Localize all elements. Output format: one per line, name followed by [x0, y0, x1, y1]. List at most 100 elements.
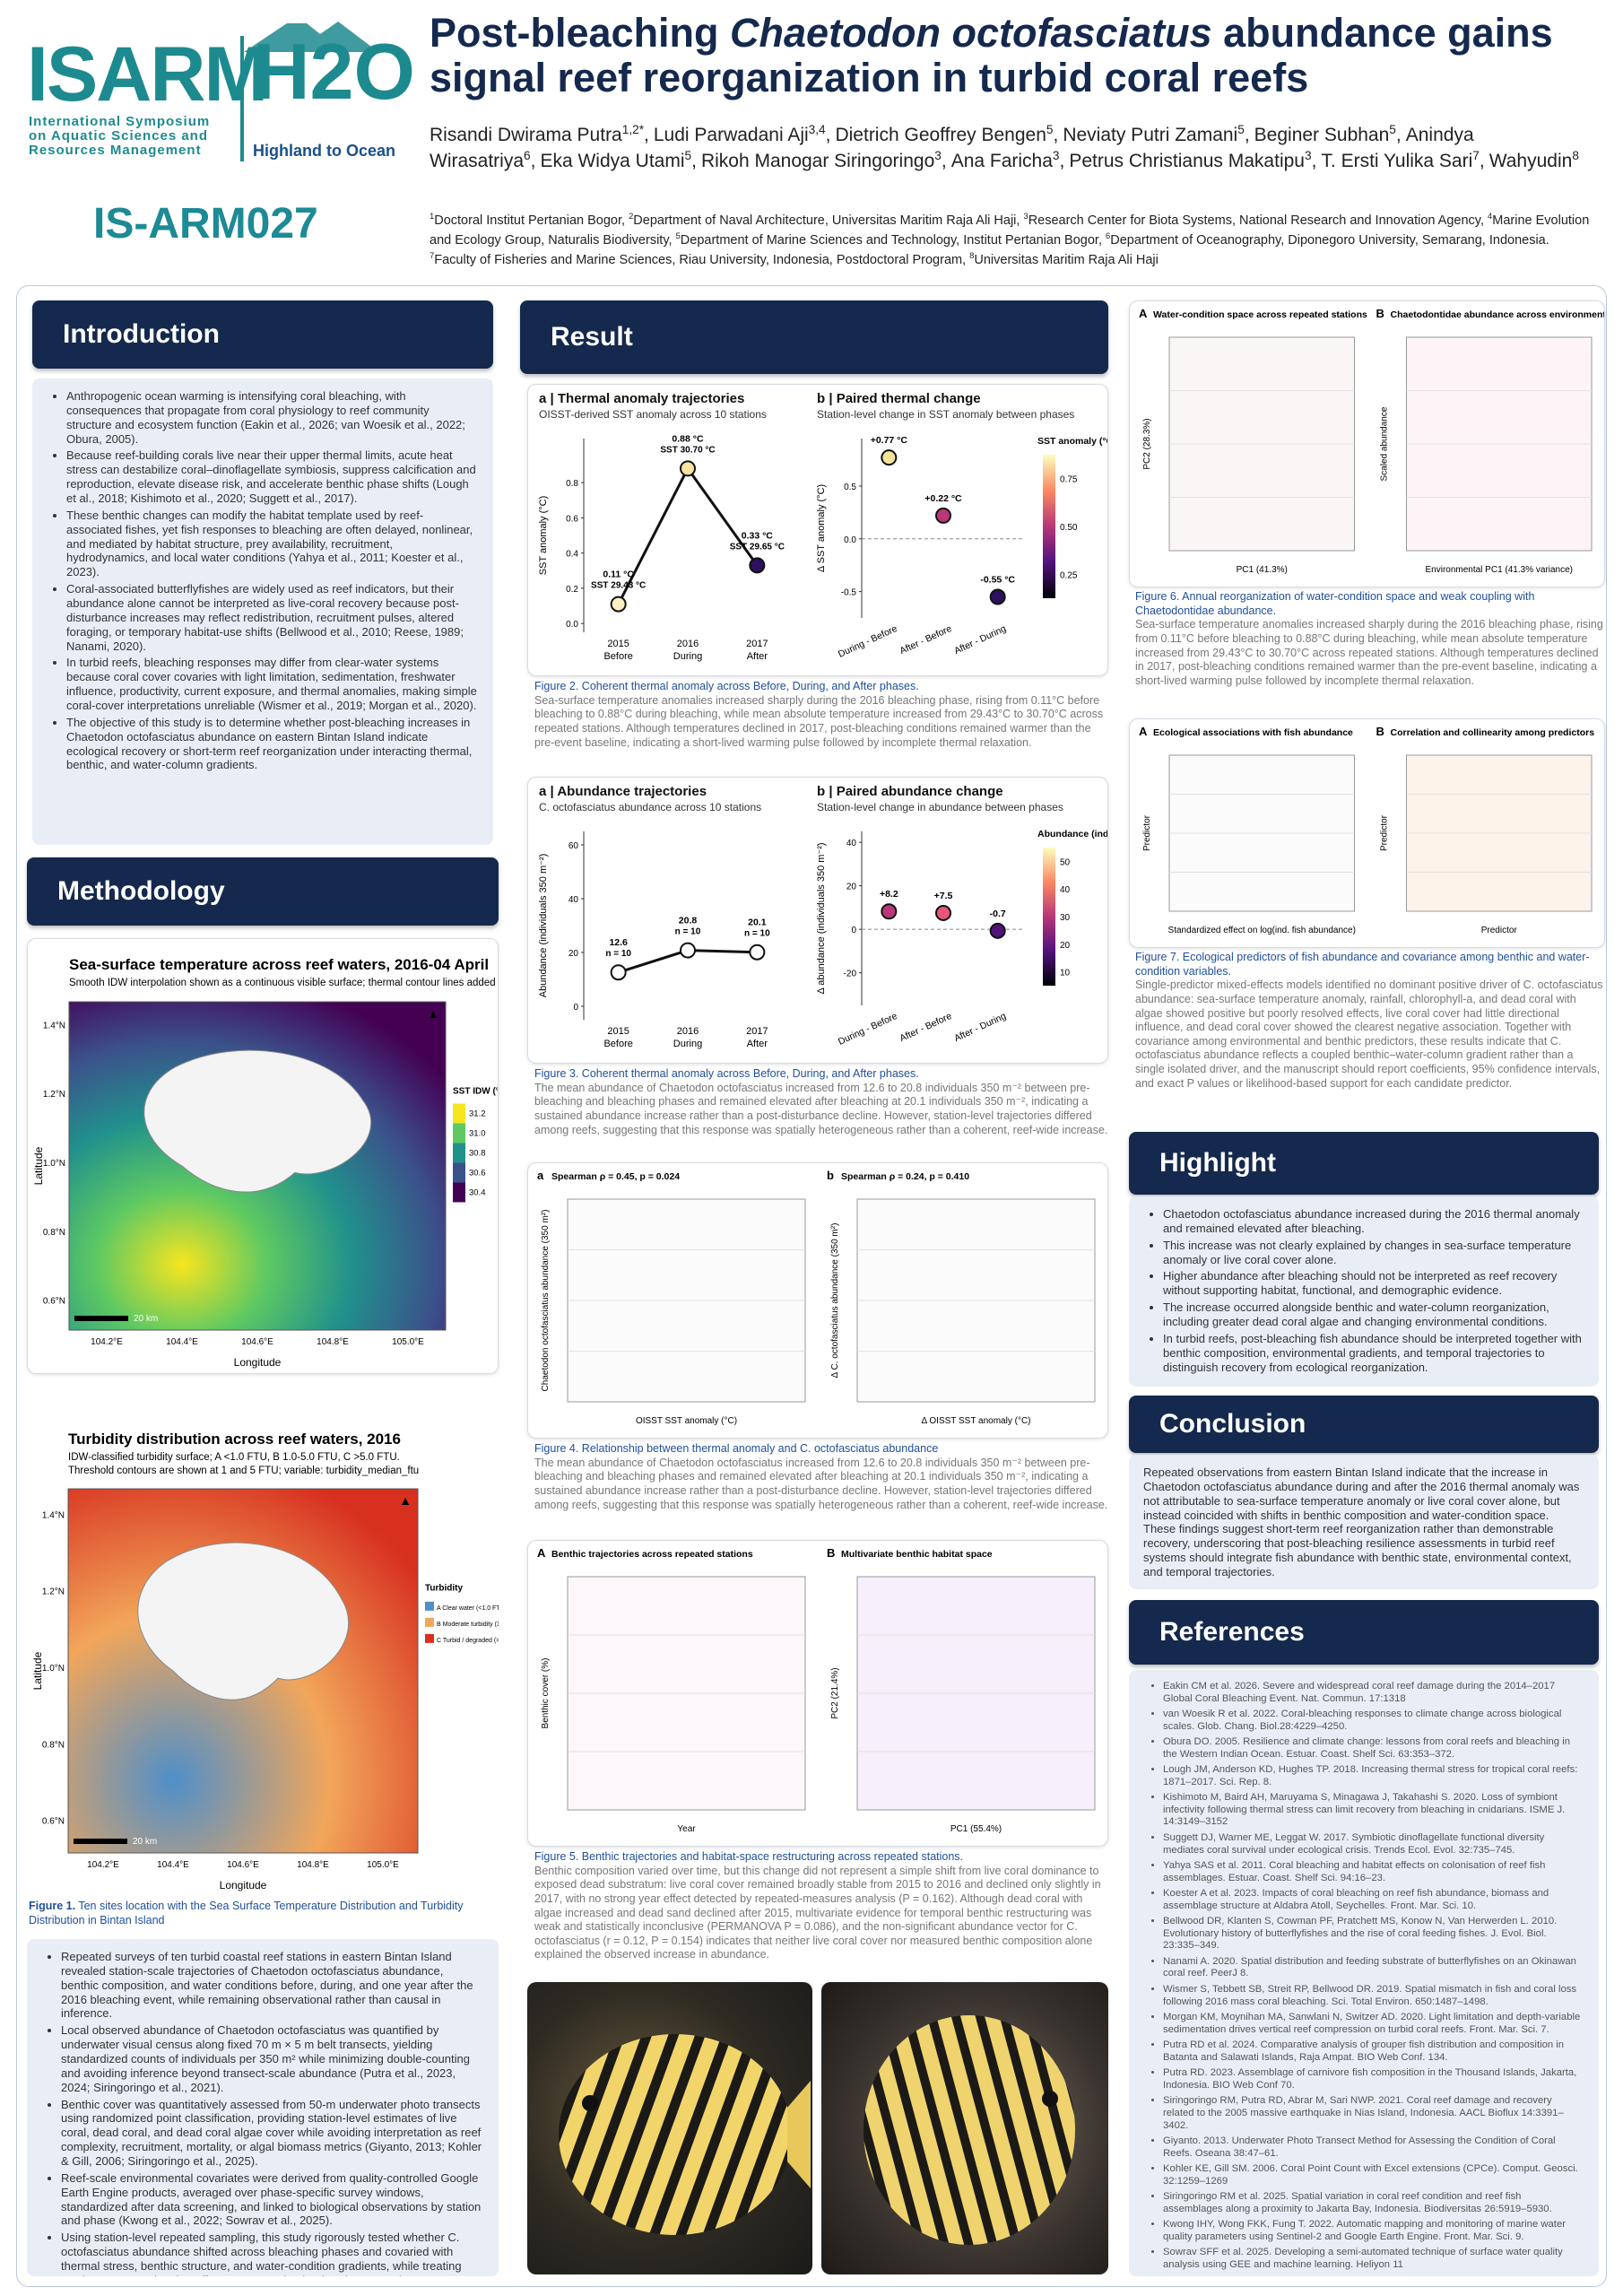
x-tick-label: After — [747, 1039, 768, 1049]
author: Dietrich Geoffrey Bengen5 — [830, 123, 1058, 145]
bullet: In turbid reefs, bleaching responses may… — [66, 656, 477, 712]
legend-label: 30.4 — [469, 1187, 486, 1197]
panel-title: b | Paired thermal change — [817, 391, 981, 406]
data-point — [989, 922, 1006, 939]
map-axis-label: Latitude — [31, 1651, 44, 1690]
y-axis-label: Δ C. octofasciatus abundance (350 m²) — [830, 1223, 840, 1378]
panel-label: b — [827, 1169, 834, 1182]
logo-mountain — [244, 16, 378, 52]
x-tick-label: After - Before — [898, 623, 954, 657]
logo-subtitle-line: Resources Management — [29, 142, 202, 158]
legend-label: A Clear water (<1.0 FTU) — [437, 1605, 499, 1612]
author-affiliation-mark: 7 — [1472, 149, 1480, 163]
caption-text: Ten sites location with the Sea Surface … — [29, 1900, 464, 1926]
legend-title: SST IDW (°C) — [453, 1086, 499, 1096]
legend-swatch — [425, 1633, 434, 1643]
affiliation-mark: 6 — [1106, 230, 1111, 241]
reference: Yahya SAS et al. 2011. Coral bleaching a… — [1163, 1860, 1583, 1884]
y-tick-label: -0.5 — [841, 588, 857, 598]
x-axis-label: Δ OISST SST anomaly (°C) — [921, 1416, 1030, 1426]
section-heading: Highlight — [1129, 1132, 1599, 1195]
map-tick-label: 104.2°E — [91, 1337, 123, 1347]
y-tick-label: -20 — [844, 970, 857, 979]
affiliation: Marine Evolution and Ecology Group, Natu… — [430, 213, 1590, 248]
figure-panels: A Benthic trajectories across repeated st… — [537, 1546, 1096, 1834]
figure-7: A Ecological associations with fish abund… — [1129, 718, 1605, 948]
authors: Risandi Dwirama Putra1,2*Ludi Parwadani … — [430, 122, 1595, 175]
author-affiliation-mark: 5 — [1046, 123, 1054, 136]
map-tick-label: 104.2°E — [87, 1860, 119, 1870]
data-point — [680, 460, 696, 477]
figure-caption: Figure 3. Coherent thermal anomaly acros… — [534, 1067, 1108, 1157]
bullet-list: Chaetodon octofasciatus abundance increa… — [1143, 1207, 1583, 1374]
author-name: Risandi Dwirama Putra — [430, 125, 622, 145]
panel-title: b | Paired abundance change — [817, 784, 1003, 799]
affiliation-mark: 1 — [430, 211, 435, 221]
author-affiliation-mark: 1,2* — [621, 123, 645, 136]
legend-label: C Turbid / degraded (>5.0 FTU) — [437, 1638, 499, 1644]
value-sublabel: n = 10 — [675, 927, 701, 937]
map-tick-label: 0.6°N — [42, 1817, 65, 1827]
data-point — [749, 944, 766, 961]
scale-bar — [74, 1316, 128, 1321]
map-tick-label: 1.0°N — [43, 1159, 65, 1169]
reference: Koester A et al. 2023. Impacts of coral … — [1163, 1888, 1583, 1912]
bullet: Higher abundance after bleaching should … — [1163, 1269, 1583, 1298]
author: Ana Faricha3 — [947, 149, 1065, 171]
legend-colorbar — [1043, 455, 1055, 598]
data-point — [935, 507, 951, 524]
legend-swatch — [425, 1601, 434, 1611]
y-tick-label: 0.5 — [844, 483, 856, 492]
reference: Obura DO. 2005. Resilience and climate c… — [1163, 1736, 1583, 1761]
reference: Bellwood DR, Klanten S, Cowman PF, Pratc… — [1163, 1916, 1583, 1952]
author: Wahyudin8 — [1485, 149, 1579, 172]
bullet: Because reef-building corals live near t… — [66, 448, 477, 505]
y-tick-label: 0.6 — [566, 514, 578, 524]
affiliations: 1Doctoral Institut Pertanian Bogor, 2Dep… — [430, 210, 1595, 269]
legend-swatch — [453, 1162, 465, 1183]
map-axis-label: Longitude — [234, 1356, 282, 1369]
author-name: Wahyudin — [1488, 151, 1573, 172]
map-tick-label: 104.6°E — [241, 1337, 273, 1347]
figure-panels: A Water-condition space across repeated s… — [1139, 307, 1604, 575]
x-tick-label: 2016 — [677, 639, 699, 649]
data-point — [610, 596, 627, 613]
panel-row: a | Abundance trajectories C. octofasciat… — [528, 778, 1107, 1061]
x-axis-label: Year — [677, 1824, 696, 1834]
author-affiliation-mark: 3,4 — [808, 123, 826, 136]
affiliation: Universitas Maritim Raja Ali Haji — [974, 253, 1159, 268]
caption-label: Figure 1. — [29, 1900, 76, 1912]
fish-illustration — [559, 2034, 811, 2235]
legend-label: 30.8 — [469, 1148, 486, 1158]
data-point — [680, 942, 696, 959]
legend-colorbar — [1043, 848, 1055, 986]
figure-panels: a Spearman ρ = 0.45, p = 0.024 OISST SST a… — [537, 1169, 1096, 1426]
map-tick-label: 1.4°N — [43, 1021, 65, 1031]
map-subtitle: Smooth IDW interpolation shown as a cont… — [69, 978, 499, 988]
panel-note: Benthic trajectories across repeated sta… — [551, 1549, 753, 1560]
data-point — [989, 588, 1006, 605]
author: T. Ersti Yulika Sari7 — [1316, 149, 1484, 171]
value-label: 0.33 °C — [742, 530, 774, 541]
island — [143, 1049, 372, 1193]
legend-swatch — [453, 1182, 465, 1203]
panel-note: Water-condition space across repeated st… — [1153, 309, 1367, 320]
logo-h2o-subtitle: Highland to Ocean — [253, 142, 396, 160]
y-tick-label: 0.0 — [844, 535, 856, 545]
legend-swatch — [425, 1617, 434, 1627]
affiliation: Department of Marine Sciences and Techno… — [680, 232, 1107, 248]
logo-divider — [240, 36, 244, 161]
value-label: +0.22 °C — [924, 493, 962, 504]
x-tick-label: During — [673, 1039, 702, 1049]
y-tick-label: 40 — [846, 839, 857, 848]
affiliation-mark: 4 — [1488, 211, 1493, 221]
title-part: Post-bleaching — [430, 10, 731, 56]
author: Rikoh Manogar Siringoringo3 — [697, 149, 947, 171]
bullet: The objective of this study is to determ… — [66, 716, 477, 772]
y-axis-label: Scaled abundance — [1380, 406, 1390, 481]
figure-caption: Figure 7. Ecological predictors of fish … — [1135, 951, 1603, 1118]
x-tick-label: Before — [603, 651, 632, 662]
value-label: +0.77 °C — [871, 435, 908, 446]
map-tick-label: 1.0°N — [42, 1664, 65, 1674]
fish-photo — [821, 1982, 1108, 2274]
